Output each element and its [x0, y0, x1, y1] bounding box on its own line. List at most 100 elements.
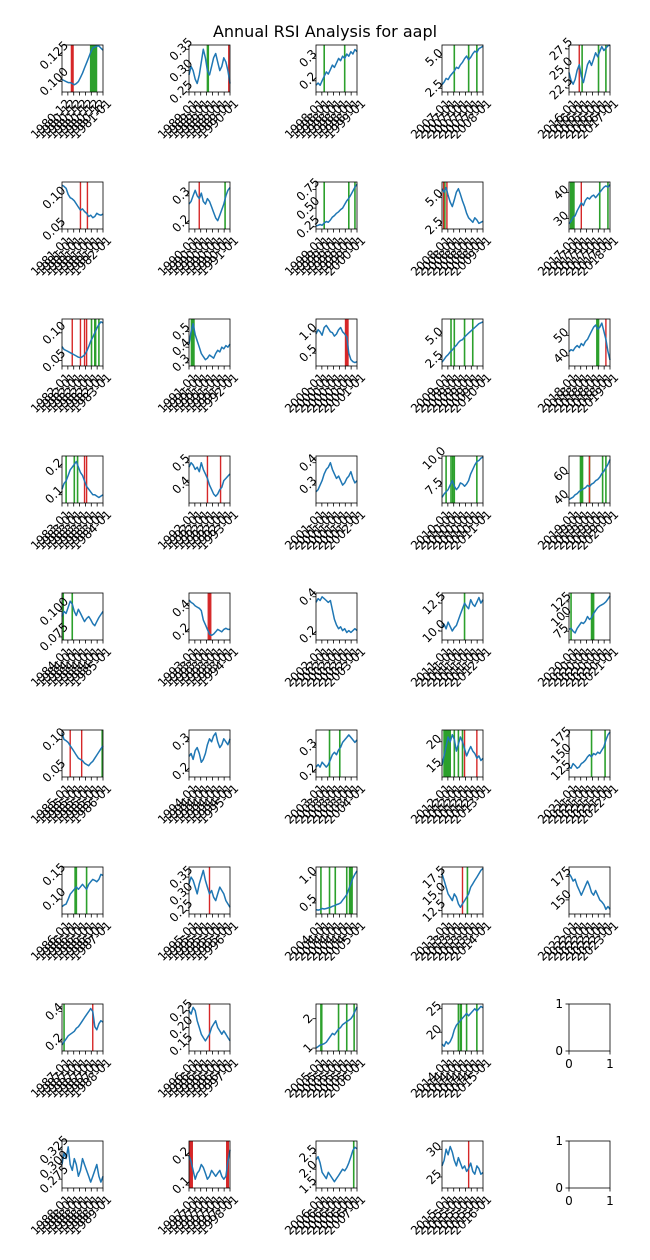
axes-frame [188, 181, 231, 230]
axes-frame [441, 866, 484, 915]
axes-background [189, 1141, 230, 1188]
subplot-r0c1: 0.250.300.351989-011989-011989-011989-01… [155, 35, 241, 142]
axes-frame [61, 729, 104, 778]
y-tick-label: 40 [551, 487, 572, 508]
axes-frame [61, 592, 104, 641]
subplot-r6c4: 1501752022-012022-012022-012022-012022-0… [535, 863, 621, 963]
price-line [315, 870, 358, 911]
price-line [441, 45, 484, 86]
subplot-r0c4: 22.525.027.52016-012016-012016-012016-01… [535, 35, 621, 142]
y-tick-label: 1 [555, 997, 563, 1011]
price-line [188, 1149, 231, 1180]
axes-background [316, 182, 357, 229]
price-line [568, 873, 611, 911]
subplot-r4c4: 751001252020-012020-012020-012020-012020… [535, 589, 621, 690]
axes-frame [188, 44, 231, 93]
y-tick-label: 0 [555, 1044, 563, 1058]
price-line [188, 461, 231, 498]
price-line [61, 184, 104, 219]
price-line [61, 45, 104, 86]
axes-frame [568, 1003, 611, 1052]
y-tick-label: 1 [555, 1134, 563, 1148]
price-line [315, 596, 358, 634]
subplot-r3c1: 0.40.51992-011992-011992-011992-011992-0… [155, 451, 241, 553]
price-line [441, 1005, 484, 1048]
axes-background [569, 730, 610, 777]
y-tick-label: 15 [424, 755, 445, 776]
price-line [315, 324, 358, 364]
price-line [315, 48, 358, 87]
axes-frame [315, 729, 358, 778]
subplot-r7c4: 0 1 0 1 [555, 997, 613, 1071]
axes-frame [568, 866, 611, 915]
axes-frame [315, 1003, 358, 1052]
subplot-r2c3: 2.55.02009-012009-012009-012009-012009-0… [408, 318, 494, 416]
axes-frame [188, 455, 231, 504]
price-line [568, 459, 611, 501]
y-tick-label: 40 [551, 345, 572, 366]
subplot-r4c1: 0.20.41993-011993-011993-011993-011993-0… [155, 592, 241, 690]
y-tick-label: 25 [424, 998, 445, 1019]
axes-background [316, 1004, 357, 1051]
subplot-r7c2: 122005-012005-012005-012005-012005-01200… [282, 1003, 368, 1101]
axes-frame [315, 455, 358, 504]
subplot-r8c0: 0.2750.3000.3251988-011988-011988-011988… [28, 1133, 114, 1238]
axes-frame [568, 1140, 611, 1189]
subplot-r8c1: 0.10.21997-011997-011997-011997-011997-0… [155, 1140, 241, 1238]
price-line [441, 186, 484, 225]
axes-background [189, 730, 230, 777]
axes-frame [441, 455, 484, 504]
axes-frame [315, 1140, 358, 1189]
subplot-r2c4: 40502018-012018-012018-012018-012018-012… [535, 318, 621, 416]
price-line [441, 321, 484, 363]
axes-background [569, 319, 610, 366]
axes-background [442, 1141, 483, 1188]
price-line [315, 183, 358, 227]
y-tick-label: 30 [424, 1139, 445, 1160]
axes-frame [441, 44, 484, 93]
y-tick-label: 50 [551, 325, 572, 346]
axes-frame [568, 181, 611, 230]
subplot-r5c1: 0.20.31994-011994-011994-011994-011994-0… [155, 729, 241, 827]
x-tick-label: 1 [606, 1057, 614, 1071]
axes-frame [315, 181, 358, 230]
axes-frame [61, 44, 104, 93]
y-tick-label: 25 [424, 1167, 445, 1188]
subplot-r3c4: 40602019-012019-012019-012019-012019-012… [535, 455, 621, 553]
subplot-r0c0: 0.1000.1251980-121980-121980-121980-1219… [28, 38, 114, 141]
subplot-r4c0: 0.0750.1001984-011984-011984-011984-0119… [28, 592, 114, 690]
price-line [61, 1146, 104, 1183]
subplot-r5c0: 0.050.101985-011985-011985-011985-011985… [28, 725, 114, 827]
axes-frame [441, 318, 484, 367]
subplot-r1c2: 0.250.500.751999-011999-011999-011999-01… [282, 175, 368, 279]
axes-frame [441, 181, 484, 230]
y-tick-label: 20 [424, 1022, 445, 1043]
price-line [61, 600, 104, 627]
axes-frame [61, 1003, 104, 1052]
axes-frame [315, 866, 358, 915]
subplot-r2c0: 0.050.101982-011982-011982-011982-011982… [28, 318, 114, 415]
subplot-r7c0: 0.20.41987-011987-011987-011987-011987-0… [28, 1000, 114, 1101]
price-line [315, 1146, 358, 1183]
subplot-r6c1: 0.250.300.351995-011995-011995-011995-01… [155, 863, 241, 964]
axes-frame [441, 1140, 484, 1189]
axes-frame [61, 318, 104, 367]
axes-frame [61, 866, 104, 915]
axes-background [62, 319, 103, 366]
subplot-r8c4: 0 1 0 1 [555, 1134, 613, 1208]
subplot-r1c0: 0.050.101981-011981-011981-011981-011981… [28, 181, 114, 279]
axes-background [62, 867, 103, 914]
subplot-r6c0: 0.100.151986-011986-011986-011986-011986… [28, 860, 114, 964]
y-tick-label: 40 [551, 182, 572, 203]
axes-frame [315, 318, 358, 367]
subplot-r1c1: 0.20.31990-011990-011990-011990-011990-0… [155, 181, 241, 279]
subplot-r2c2: 0.51.02000-012000-012000-012000-012000-0… [282, 318, 368, 416]
subplot-r3c0: 0.10.21983-011983-011983-011983-011983-0… [28, 455, 114, 552]
subplot-r0c2: 0.20.31998-011998-011998-011998-011998-0… [282, 44, 368, 142]
price-line [188, 322, 231, 361]
price-line [61, 732, 104, 767]
axes-frame [568, 455, 611, 504]
price-line [61, 873, 104, 908]
